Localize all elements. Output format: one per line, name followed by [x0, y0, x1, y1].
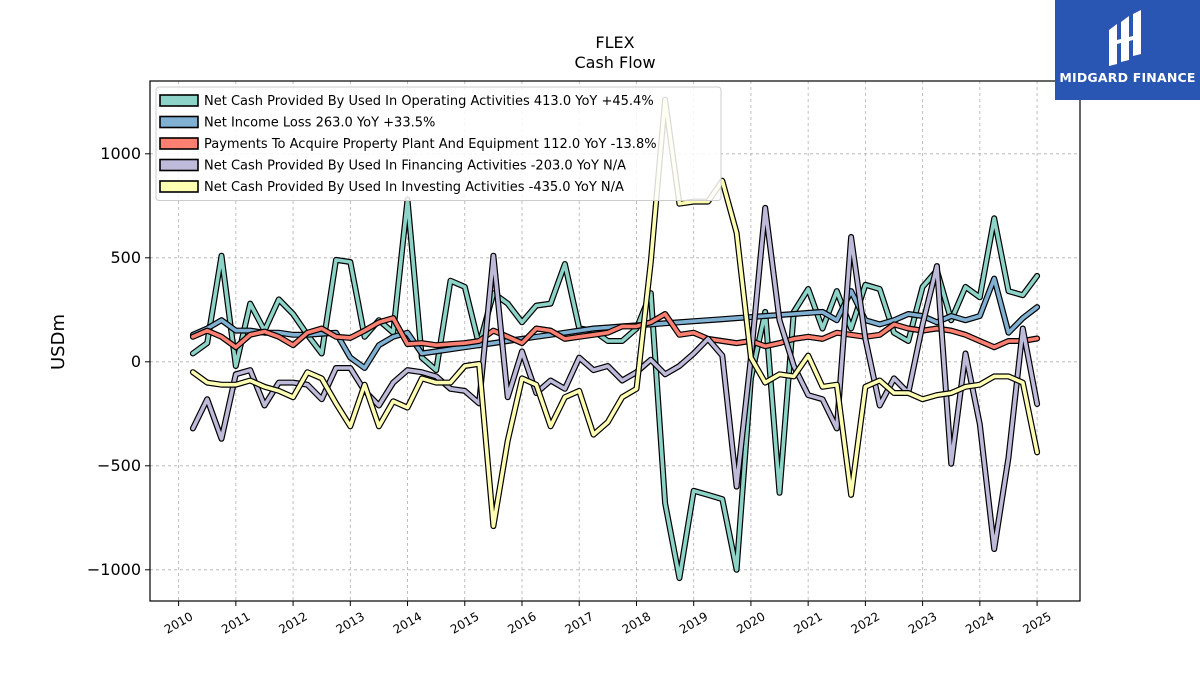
chart-title: FLEX — [595, 33, 634, 52]
x-tick-label: 2014 — [391, 609, 424, 636]
legend-swatch — [159, 180, 199, 193]
series-line-1 — [189, 196, 1041, 582]
series-line-stroke — [191, 312, 1039, 350]
x-tick-label: 2022 — [849, 609, 882, 636]
brand-logo: MIDGARD FINANCE — [1055, 0, 1200, 100]
series-line-stroke — [191, 97, 1039, 528]
x-tick-label: 2024 — [963, 609, 996, 636]
x-tick-label: 2016 — [505, 609, 538, 636]
y-tick-label: 0 — [131, 352, 141, 371]
x-tick-label: 2020 — [734, 609, 767, 636]
x-axis: 2010 2011 2012 2013 2014 2015 2016 2017 2018 2019… — [162, 601, 1054, 637]
y-tick-label: −500 — [97, 456, 141, 475]
y-axis-label: USDm — [48, 314, 69, 370]
x-tick-label: 2023 — [906, 609, 939, 636]
x-tick-label: 2021 — [791, 609, 824, 636]
legend-label: Net Cash Provided By Used In Investing A… — [204, 180, 624, 195]
plot-frame — [149, 80, 1081, 602]
y-tick-label: 1000 — [100, 144, 141, 163]
chart-subtitle: Cash Flow — [574, 53, 655, 72]
legend-label: Net Cash Provided By Used In Financing A… — [204, 159, 626, 174]
x-tick-label: 2018 — [620, 609, 653, 636]
x-tick-label: 2015 — [448, 609, 481, 636]
x-tick-label: 2025 — [1020, 609, 1053, 636]
series-line-stroke — [191, 197, 1039, 580]
legend-swatch — [159, 115, 199, 129]
series-line-3 — [189, 311, 1041, 351]
y-tick-label: −1000 — [87, 560, 141, 579]
x-tick-label: 2013 — [334, 609, 367, 636]
series-line-4 — [189, 204, 1041, 552]
legend-swatch — [159, 158, 199, 172]
y-tick-label: 500 — [110, 248, 141, 267]
legend-label: Net Cash Provided By Used In Operating A… — [204, 94, 654, 109]
x-tick-label: 2011 — [219, 609, 252, 636]
legend-label: Payments To Acquire Property Plant And E… — [204, 137, 657, 152]
x-tick-label: 2012 — [276, 609, 309, 636]
y-axis: −1000 −500 0 500 1000 — [87, 144, 150, 579]
legend: Net Cash Provided By Used In Operating A… — [155, 86, 722, 201]
legend-box — [155, 86, 722, 201]
legend-swatch — [159, 94, 199, 107]
x-tick-label: 2017 — [563, 609, 596, 636]
midgard-logo-icon — [1109, 10, 1141, 66]
series-line-5 — [189, 96, 1041, 530]
legend-swatch — [159, 137, 199, 150]
series-line-stroke — [191, 206, 1039, 551]
brand-name: MIDGARD FINANCE — [1059, 70, 1196, 85]
x-tick-label: 2010 — [162, 609, 195, 636]
legend-label: Net Income Loss 263.0 YoY +33.5% — [204, 116, 435, 131]
series-lines — [189, 96, 1041, 582]
x-tick-label: 2019 — [677, 609, 710, 636]
